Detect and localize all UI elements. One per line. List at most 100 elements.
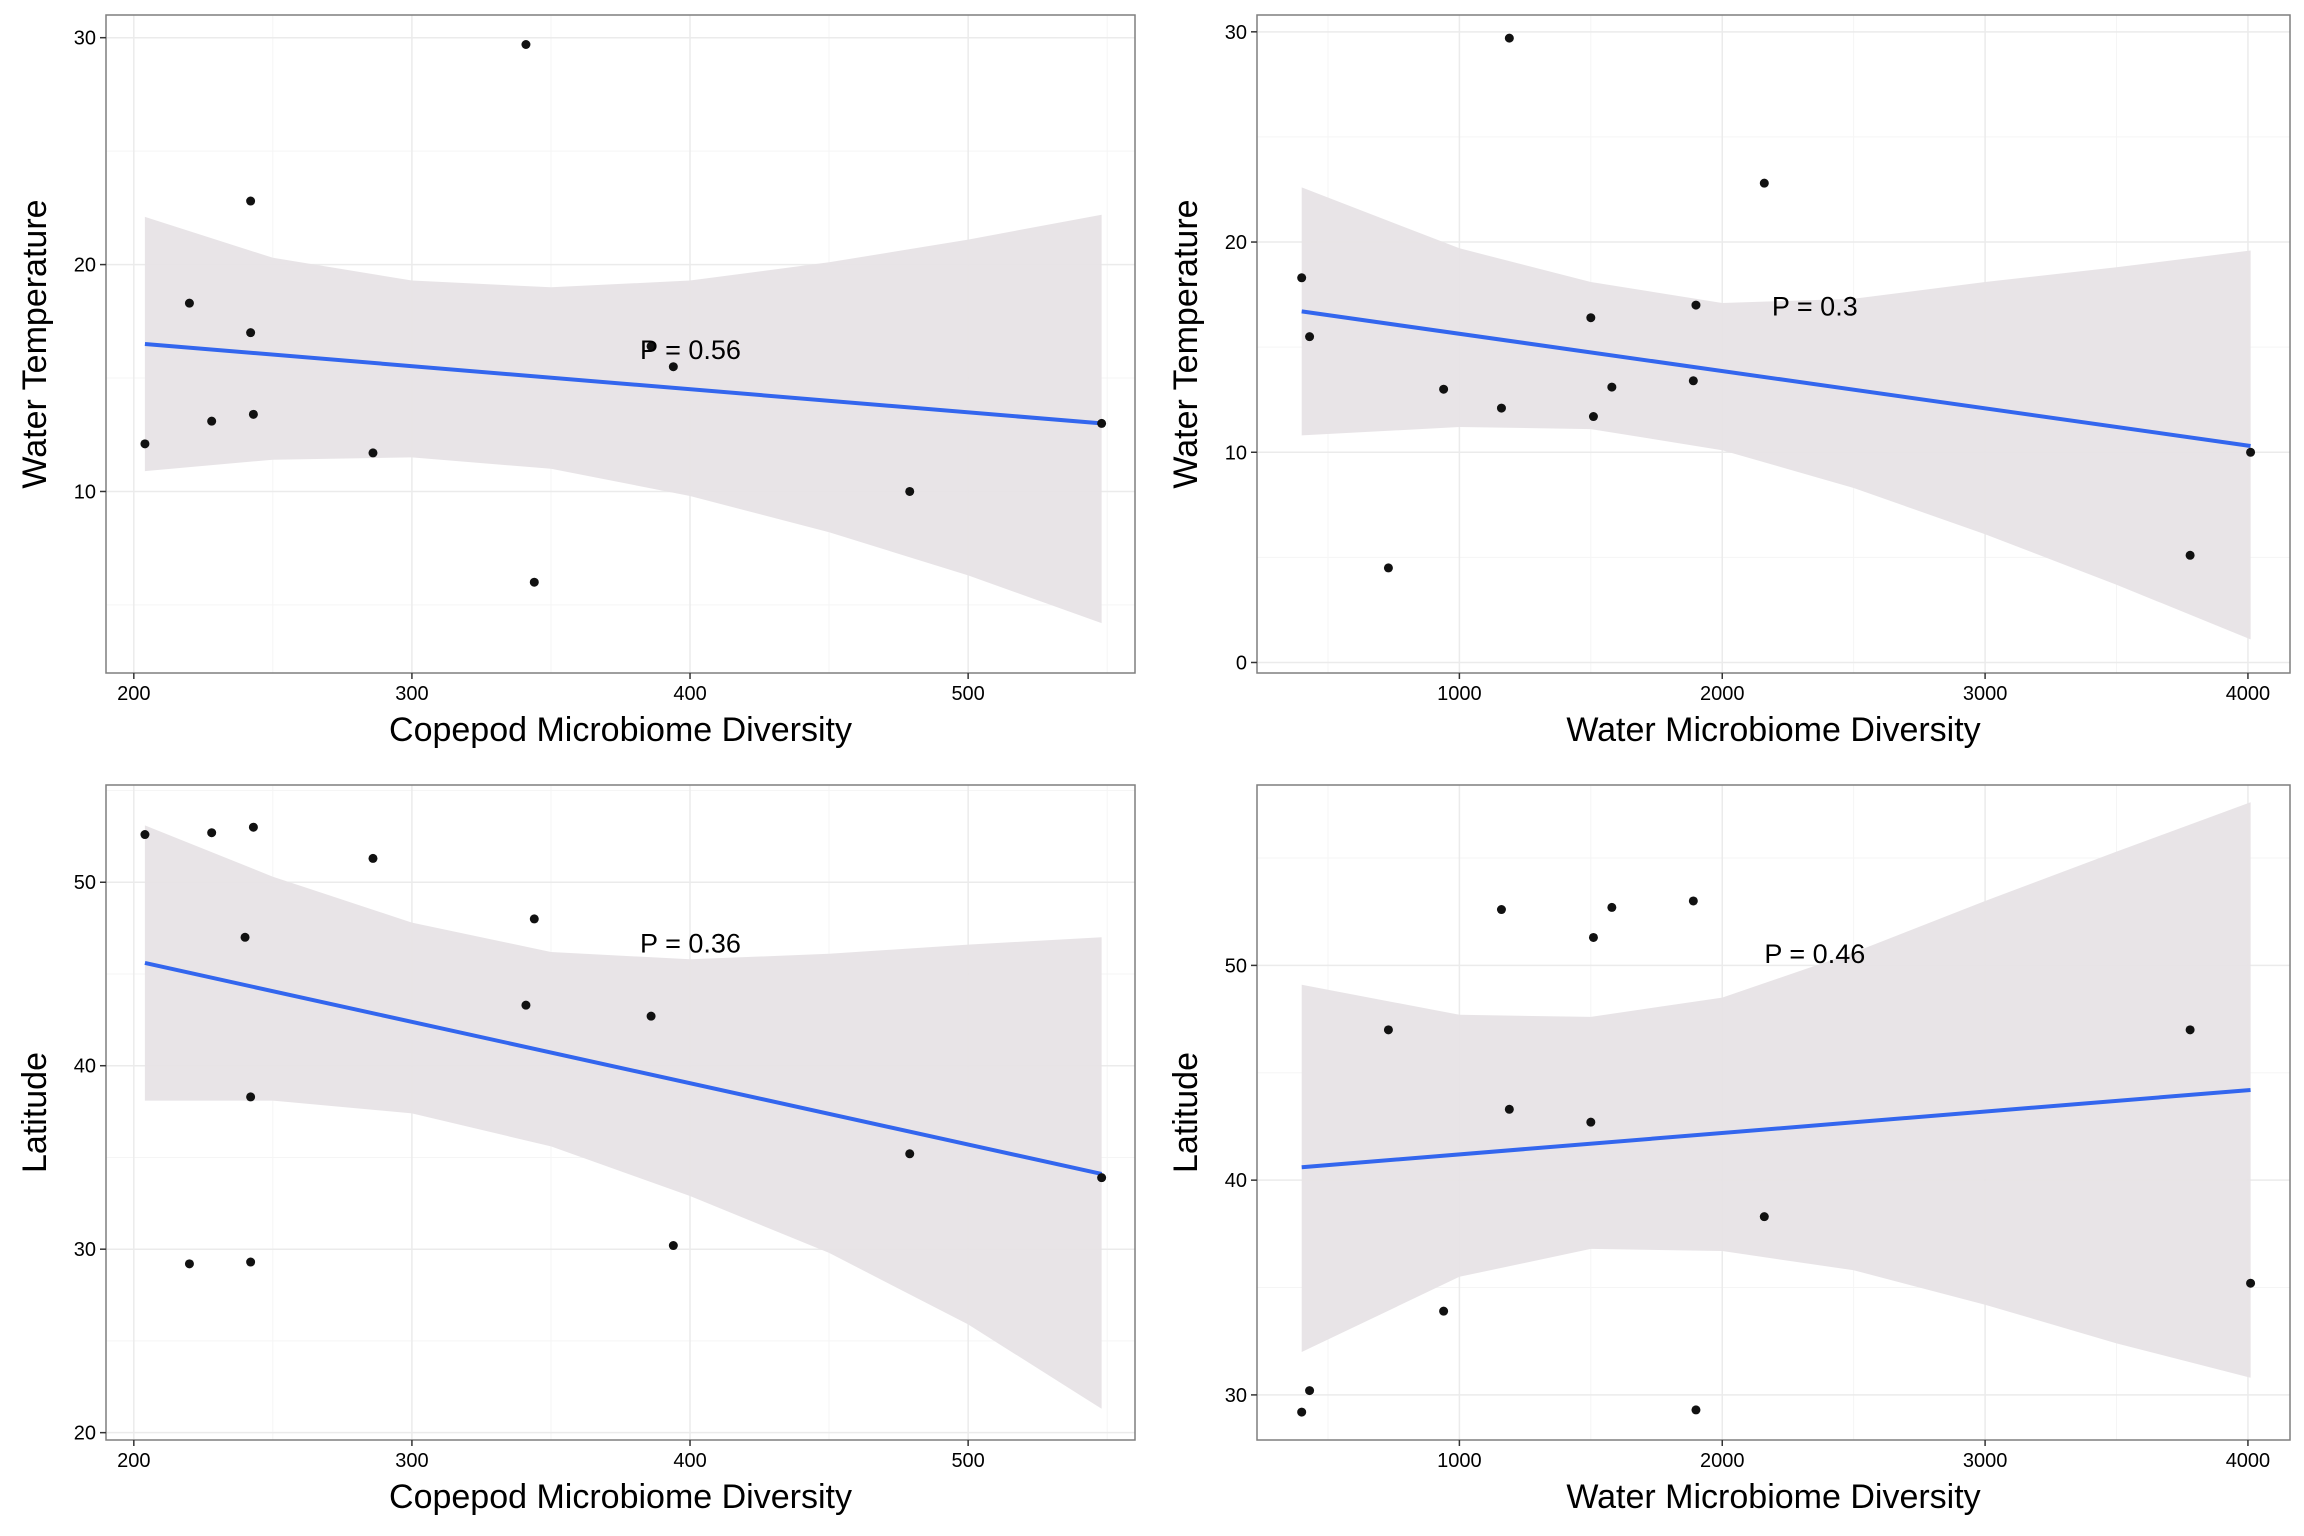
chart-3-y-tick-label: 40: [74, 1056, 96, 1078]
chart-3-y-tick-label: 50: [74, 872, 96, 894]
chart-4-data-point: [1496, 905, 1506, 915]
chart-2-data-point: [1607, 382, 1617, 392]
chart-2-data-point: [2185, 550, 2195, 560]
chart-1-y-tick-label: 10: [74, 481, 96, 503]
chart-2-data-point: [1305, 332, 1315, 342]
chart-4-data-point: [1297, 1407, 1307, 1417]
chart-2-y-tick-label: 10: [1225, 442, 1247, 464]
chart-4-data-point: [1688, 896, 1698, 906]
chart-2-x-axis-title: Water Microbiome Diversity: [1566, 711, 1980, 749]
chart-1-data-point: [646, 341, 656, 351]
chart-1-panel-border: [105, 14, 1136, 674]
chart-4-confidence-band: [1301, 802, 2251, 1378]
chart-2-x-tick-label: 1000: [1437, 683, 1482, 705]
chart-2-panel-border: [1256, 14, 2291, 674]
chart-3-y-axis-title: Latitude: [16, 1052, 54, 1173]
chart-3-data-point: [140, 830, 150, 840]
chart-4-data-point: [1586, 1117, 1596, 1127]
chart-4-y-tick-label: 50: [1225, 955, 1247, 977]
chart-4-data-point: [1588, 932, 1598, 942]
chart-1-data-point: [246, 196, 256, 206]
chart-1-x-axis-title: Copepod Microbiome Diversity: [389, 711, 852, 749]
chart-4-y-tick-label: 30: [1225, 1385, 1247, 1407]
chart-2-regression-line: [1301, 309, 2251, 448]
chart-3-data-point: [368, 853, 378, 863]
chart-3-data-point: [246, 1257, 256, 1267]
chart-2-data-point: [2246, 447, 2256, 457]
chart-1-y-tick-label: 30: [74, 28, 96, 50]
chart-2-data-point: [1383, 563, 1393, 573]
chart-1-regression-line: [144, 342, 1102, 426]
chart-4-x-tick-label: 1000: [1437, 1450, 1482, 1472]
chart-4-data-point: [1607, 902, 1617, 912]
chart-2-confidence-band: [1301, 187, 2251, 640]
chart-1-data-point: [248, 409, 258, 419]
chart-1-data-point: [184, 298, 194, 308]
chart-1-confidence-band: [144, 214, 1102, 624]
chart-4-x-tick-label: 4000: [2226, 1450, 2271, 1472]
chart-1-p-value-label: P = 0.56: [640, 335, 741, 365]
chart-3-confidence-band: [144, 825, 1102, 1409]
chart-3-data-point: [246, 1092, 256, 1102]
chart-4-data-point: [2246, 1278, 2256, 1288]
chart-1-y-tick-label: 20: [74, 255, 96, 277]
chart-2: P = 0.3 1000 2000 3000 4000 0 10 20 30 Water Micr…: [1167, 14, 2291, 749]
chart-3-data-point: [529, 914, 539, 924]
chart-3-data-point: [184, 1259, 194, 1269]
chart-3-x-tick-label: 400: [673, 1450, 706, 1472]
chart-4-y-tick-label: 40: [1225, 1170, 1247, 1192]
chart-1-data-point: [905, 486, 915, 496]
chart-1-data-point: [1097, 418, 1107, 428]
chart-2-y-tick-label: 0: [1236, 652, 1247, 674]
chart-2-data-point: [1588, 412, 1598, 422]
chart-1-x-tick-label: 400: [673, 683, 706, 705]
chart-3-data-point: [1097, 1173, 1107, 1183]
chart-4-data-point: [1691, 1405, 1701, 1415]
chart-3-data-point: [646, 1011, 656, 1021]
chart-1-x-tick-label: 300: [395, 683, 428, 705]
chart-2-data-point: [1691, 300, 1701, 310]
chart-3: P = 0.36 200 300 400 500 20 30 40 50 Copepod Micr…: [16, 784, 1136, 1516]
chart-3-y-tick-label: 30: [74, 1239, 96, 1261]
chart-2-p-value-label: P = 0.3: [1772, 292, 1858, 322]
chart-1-data-point: [368, 448, 378, 458]
chart-3-p-value-label: P = 0.36: [640, 929, 741, 959]
chart-3-x-tick-label: 200: [117, 1450, 150, 1472]
chart-1-data-point: [140, 439, 150, 449]
chart-4-x-tick-label: 3000: [1963, 1450, 2008, 1472]
chart-4-data-point: [1305, 1386, 1315, 1396]
chart-2-data-point: [1439, 384, 1449, 394]
chart-2-x-tick-label: 2000: [1700, 683, 1745, 705]
chart-3-x-axis-title: Copepod Microbiome Diversity: [389, 1478, 852, 1516]
chart-2-data-point: [1759, 178, 1769, 188]
chart-4-x-tick-label: 2000: [1700, 1450, 1745, 1472]
chart-2-y-tick-label: 20: [1225, 232, 1247, 254]
chart-2-x-tick-label: 3000: [1963, 683, 2008, 705]
chart-1: P = 0.56 200 300 400 500 10 20 30 Copepod Microb…: [16, 14, 1136, 749]
chart-3-panel-border: [105, 784, 1136, 1441]
chart-4: P = 0.46 1000 2000 3000 4000 30 40 50 Water Micr…: [1167, 784, 2291, 1516]
chart-2-data-point: [1688, 376, 1698, 386]
chart-1-x-tick-label: 500: [951, 683, 984, 705]
chart-2-x-tick-label: 4000: [2226, 683, 2271, 705]
chart-3-data-point: [248, 822, 258, 832]
chart-2-y-tick-label: 30: [1225, 22, 1247, 44]
chart-4-data-point: [1383, 1025, 1393, 1035]
chart-4-data-point: [1504, 1104, 1514, 1114]
chart-4-data-point: [1439, 1306, 1449, 1316]
chart-1-data-point: [668, 362, 678, 372]
chart-2-data-point: [1504, 33, 1514, 43]
chart-1-x-tick-label: 200: [117, 683, 150, 705]
chart-3-y-tick-label: 20: [74, 1423, 96, 1445]
chart-2-data-point: [1586, 313, 1596, 323]
chart-3-data-point: [521, 1000, 531, 1010]
chart-4-y-axis-title: Latitude: [1167, 1052, 1205, 1173]
chart-3-regression-line: [144, 961, 1103, 1176]
chart-1-data-point: [207, 416, 217, 426]
chart-3-data-point: [207, 828, 217, 838]
chart-4-p-value-label: P = 0.46: [1764, 939, 1865, 969]
chart-1-data-point: [521, 39, 531, 49]
chart-2-y-axis-title: Water Temperature: [1167, 199, 1205, 488]
chart-4-regression-line: [1301, 1087, 2251, 1170]
